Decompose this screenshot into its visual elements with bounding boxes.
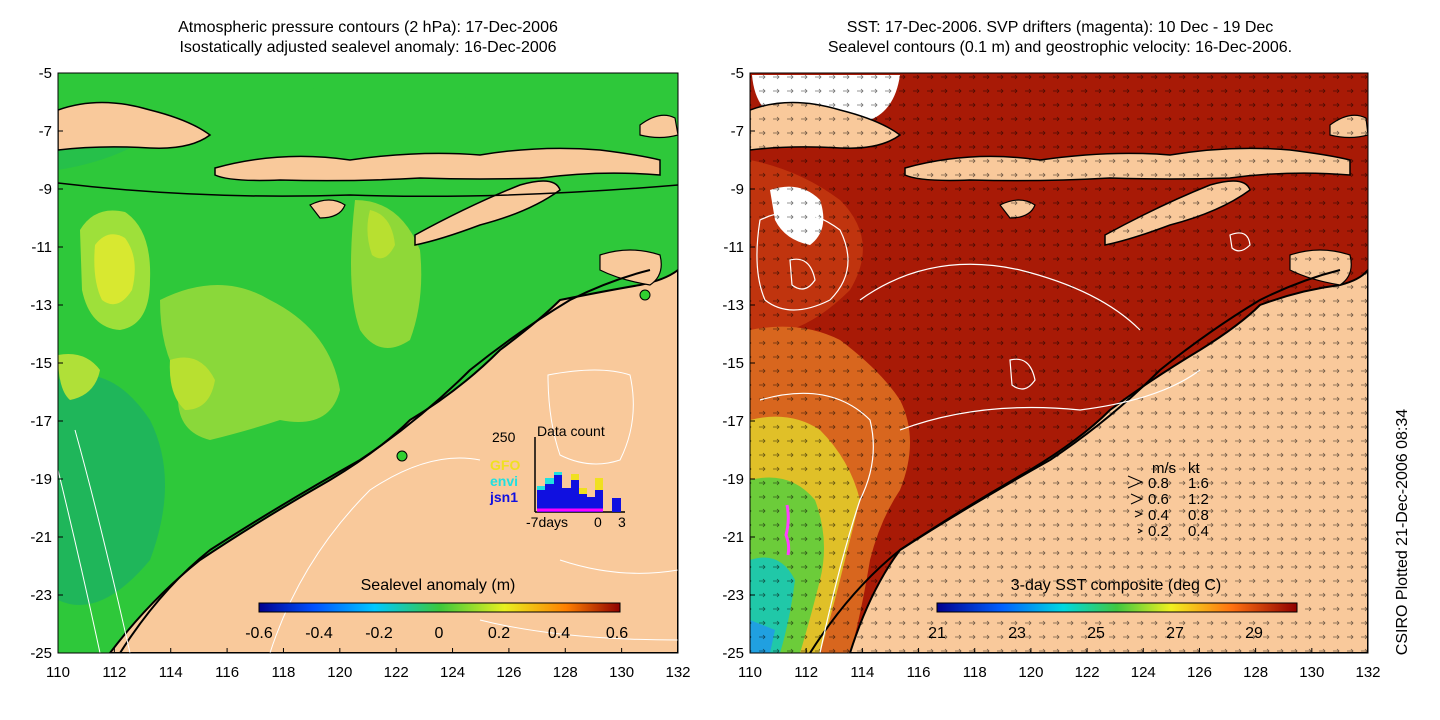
left-y-tick-label: -19 [30,471,52,488]
right-x-tick-label: 120 [1018,664,1043,681]
velocity-legend-ms: 0.4 [1148,507,1169,524]
right-x-tick-label: 114 [850,664,874,681]
left-y-tick-label: -17 [30,413,52,430]
left-colorbar: Sealevel anomaly (m) -0.6 -0.4 -0.2 0 0.… [245,577,628,642]
left-cbar-tick: -0.6 [245,625,273,642]
left-x-tick-label: 114 [159,664,183,681]
right-y-tick-label: -13 [722,297,744,314]
inset-title: Data count [537,423,605,439]
right-y-tick-label: -11 [723,239,744,256]
right-y-tick-label: -15 [722,355,744,372]
left-map [58,73,678,653]
tide-gauge-marker [396,450,408,462]
velocity-legend-ms: 0.8 [1148,475,1169,492]
right-x-tick-label: 110 [738,664,762,681]
right-title: SST: 17-Dec-2006. SVP drifters (magenta)… [740,18,1380,58]
left-cbar-tick: -0.2 [365,625,393,642]
left-x-tick-label: 116 [215,664,239,681]
right-x-tick-label: 118 [963,664,987,681]
left-y-tick-label: -9 [39,181,52,198]
right-cbar-tick: 27 [1166,625,1184,642]
velocity-legend-kt: 1.6 [1188,475,1209,492]
velocity-legend-kt: 1.2 [1188,491,1209,508]
left-x-tick-label: 126 [496,664,521,681]
left-title-line1: Atmospheric pressure contours (2 hPa): 1… [178,19,558,36]
tide-gauge-marker [639,289,651,301]
inset-x-label-end: 3 [618,514,626,530]
right-title-line1: SST: 17-Dec-2006. SVP drifters (magenta)… [846,19,1274,36]
inset-ymax: 250 [492,429,516,445]
inset-legend-jsn1: jsn1 [489,489,518,505]
right-y-tick-label: -7 [731,123,744,140]
right-x-tick-label: 126 [1187,664,1212,681]
left-x-tick-label: 112 [102,664,126,681]
left-y-tick-label: -5 [39,65,52,82]
left-x-tick-label: 118 [271,664,295,681]
right-y-tick-label: -19 [722,471,744,488]
axis-labels: -5 -7 -9 -11 -13 -15 -17 -19 -21 -23 -25 110 112 114 1… [30,65,1380,681]
left-cbar-tick: 0.6 [606,625,628,642]
left-y-tick-label: -25 [30,645,52,662]
credit-text: CSIRO Plotted 21-Dec-2006 08:34 [1394,408,1411,656]
right-y-tick-label: -21 [722,529,744,546]
right-y-tick-label: -17 [722,413,744,430]
left-y-tick-label: -21 [30,529,52,546]
left-y-tick-label: -15 [30,355,52,372]
left-title: Atmospheric pressure contours (2 hPa): 1… [88,18,648,58]
left-x-tick-label: 130 [609,664,634,681]
right-x-tick-label: 130 [1299,664,1324,681]
left-cbar-tick: 0.4 [548,625,570,642]
inset-legend-envi: envi [490,473,518,489]
right-colorbar-label: 3-day SST composite (deg C) [1011,577,1221,594]
data-count-inset: Data count 250 GFO envi jsn1 -7days 0 3 [489,423,626,530]
left-y-tick-label: -23 [30,587,52,604]
left-x-tick-label: 122 [384,664,409,681]
right-map [750,73,1368,653]
left-x-tick-label: 124 [440,664,465,681]
right-title-line2: Sealevel contours (0.1 m) and geostrophi… [827,39,1293,56]
left-title-line2: Isostatically adjusted sealevel anomaly:… [179,39,557,56]
right-cbar-tick: 23 [1008,625,1026,642]
right-colorbar: 3-day SST composite (deg C) 21 23 25 27 … [928,577,1298,642]
left-colorbar-label: Sealevel anomaly (m) [361,577,516,594]
right-cbar-tick: 21 [928,625,946,642]
right-y-tick-label: -23 [722,587,744,604]
left-x-tick-label: 120 [327,664,352,681]
left-cbar-tick: -0.4 [305,625,333,642]
right-y-tick-label: -5 [731,65,744,82]
right-y-tick-label: -9 [731,181,744,198]
left-x-tick-label: 132 [665,664,690,681]
inset-legend-gfo: GFO [490,457,520,473]
left-x-tick-label: 128 [553,664,578,681]
right-x-tick-label: 124 [1131,664,1156,681]
right-x-tick-label: 132 [1355,664,1380,681]
velocity-legend-ms: 0.2 [1148,523,1169,540]
inset-x-label-zero: 0 [594,514,602,530]
left-cbar-tick: 0 [435,625,444,642]
velocity-legend-kt-header: kt [1188,460,1201,477]
left-x-tick-label: 110 [46,664,70,681]
velocity-legend: m/s kt 0.8 1.6 0.6 1.2 0.4 0.8 0.2 0.4 [1127,460,1209,540]
right-cbar-tick: 25 [1087,625,1105,642]
velocity-legend-ms-header: m/s [1152,460,1176,477]
svp-drifter-track [784,504,791,556]
inset-x-label-start: -7days [526,514,568,530]
right-cbar-tick: 29 [1245,625,1263,642]
left-y-tick-label: -7 [39,123,52,140]
right-y-tick-label: -25 [722,645,744,662]
right-x-tick-label: 122 [1075,664,1100,681]
velocity-legend-kt: 0.8 [1188,507,1209,524]
velocity-legend-ms: 0.6 [1148,491,1169,508]
left-y-tick-label: -11 [31,239,52,256]
right-x-tick-label: 128 [1243,664,1268,681]
right-x-tick-label: 116 [907,664,931,681]
left-cbar-tick: 0.2 [488,625,510,642]
left-y-tick-label: -13 [30,297,52,314]
velocity-legend-kt: 0.4 [1188,523,1209,540]
right-x-tick-label: 112 [794,664,818,681]
